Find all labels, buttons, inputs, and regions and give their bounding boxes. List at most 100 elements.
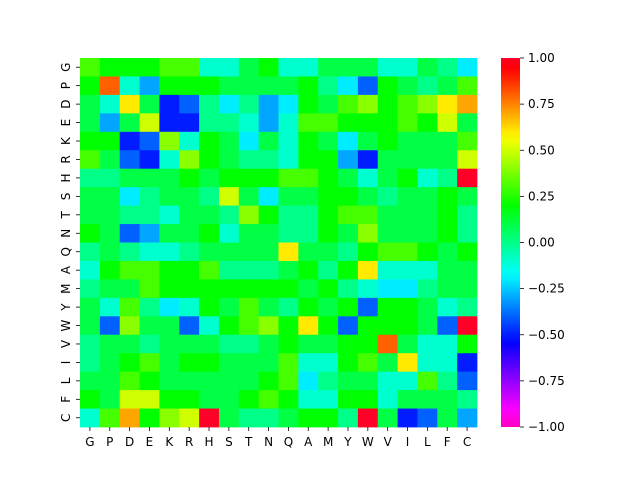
heatmap-cell: [139, 187, 160, 206]
heatmap-cell: [199, 168, 220, 188]
heatmap-cell: [298, 390, 319, 409]
heatmap-cell: [218, 334, 240, 354]
heatmap-cell: [357, 408, 379, 428]
heatmap-cell: [258, 371, 279, 391]
heatmap-cell: [99, 113, 121, 133]
heatmap-cell: [119, 279, 140, 299]
heatmap-cell: [457, 113, 478, 133]
heatmap-cell: [139, 279, 160, 299]
heatmap-cell: [119, 113, 140, 133]
heatmap-cell: [80, 187, 101, 206]
heatmap-cell: [417, 279, 438, 299]
heatmap-cell: [99, 94, 121, 114]
heatmap-cell: [199, 390, 220, 409]
heatmap-cell: [377, 58, 398, 77]
heatmap-cell: [318, 297, 339, 317]
heatmap-cell: [119, 316, 140, 336]
heatmap-cell: [457, 187, 478, 206]
heatmap-cell: [119, 76, 140, 96]
heatmap-cell: [278, 316, 299, 336]
heatmap-cell: [338, 408, 359, 428]
y-tick-label: W: [59, 319, 73, 331]
heatmap-cell: [99, 390, 121, 409]
heatmap-cell: [179, 371, 200, 391]
heatmap-cell: [199, 224, 220, 243]
heatmap-cell: [397, 131, 418, 151]
heatmap-cell: [238, 150, 260, 170]
heatmap-cell: [357, 131, 379, 151]
heatmap-cell: [218, 279, 240, 299]
heatmap-cell: [338, 242, 359, 262]
heatmap-cell: [179, 76, 200, 96]
y-tick-label: A: [59, 265, 73, 274]
heatmap-cell: [417, 371, 438, 391]
heatmap-cell: [139, 150, 160, 170]
heatmap-cell: [318, 150, 339, 170]
heatmap-cell: [457, 353, 478, 373]
heatmap-cell: [437, 408, 458, 428]
heatmap-cell: [199, 408, 220, 428]
heatmap-cell: [338, 224, 359, 243]
heatmap-cell: [437, 168, 458, 188]
heatmap-cell: [278, 353, 299, 373]
heatmap-cell: [357, 260, 379, 280]
heatmap-cell: [258, 58, 279, 77]
heatmap-cell: [218, 260, 240, 280]
heatmap-cell: [258, 113, 279, 133]
heatmap-cell: [457, 150, 478, 170]
heatmap-cell: [298, 334, 319, 354]
heatmap-cell: [218, 316, 240, 336]
heatmap-cell: [238, 131, 260, 151]
y-tick-label: N: [59, 229, 73, 238]
heatmap-cell: [179, 131, 200, 151]
heatmap-cell: [318, 187, 339, 206]
heatmap-cell: [417, 353, 438, 373]
heatmap-cell: [298, 113, 319, 133]
heatmap-cell: [357, 113, 379, 133]
y-tick-label: I: [59, 361, 73, 365]
heatmap-cell: [377, 334, 398, 354]
heatmap-cell: [119, 224, 140, 243]
heatmap-cell: [318, 260, 339, 280]
heatmap-cell: [417, 334, 438, 354]
heatmap-cell: [298, 353, 319, 373]
heatmap-cell: [318, 131, 339, 151]
heatmap-cell: [80, 58, 101, 77]
heatmap-cell: [159, 371, 180, 391]
heatmap-cell: [377, 408, 398, 428]
heatmap-cell: [119, 390, 140, 409]
colorbar-tick-label: −1.00: [528, 420, 565, 434]
heatmap-cell: [298, 150, 319, 170]
heatmap-cell: [258, 334, 279, 354]
heatmap-cell: [417, 94, 438, 114]
y-tick-label: Q: [59, 247, 73, 256]
heatmap-cell: [238, 371, 260, 391]
heatmap-cell: [338, 334, 359, 354]
heatmap-cell: [397, 371, 418, 391]
x-tick-label: L: [424, 435, 431, 449]
heatmap-cell: [119, 150, 140, 170]
x-tick-label: S: [225, 435, 233, 449]
x-tick-label: P: [106, 435, 113, 449]
heatmap-cell: [119, 131, 140, 151]
y-tick-label: C: [59, 414, 73, 422]
heatmap-cell: [437, 187, 458, 206]
heatmap-cell: [338, 150, 359, 170]
x-tick-label: T: [244, 435, 253, 449]
heatmap-cell: [159, 224, 180, 243]
x-tick-label: V: [384, 435, 393, 449]
heatmap-cell: [80, 260, 101, 280]
heatmap-cell: [139, 168, 160, 188]
heatmap-cell: [377, 224, 398, 243]
heatmap-cell: [238, 297, 260, 317]
heatmap-cell: [159, 297, 180, 317]
x-tick-label: H: [205, 435, 214, 449]
heatmap-cell: [238, 58, 260, 77]
heatmap-cell: [437, 353, 458, 373]
colorbar: [501, 58, 520, 427]
heatmap-cell: [377, 205, 398, 225]
heatmap-cell: [199, 371, 220, 391]
x-tick-label: M: [323, 435, 333, 449]
heatmap-cell: [318, 390, 339, 409]
heatmap-cell: [318, 205, 339, 225]
